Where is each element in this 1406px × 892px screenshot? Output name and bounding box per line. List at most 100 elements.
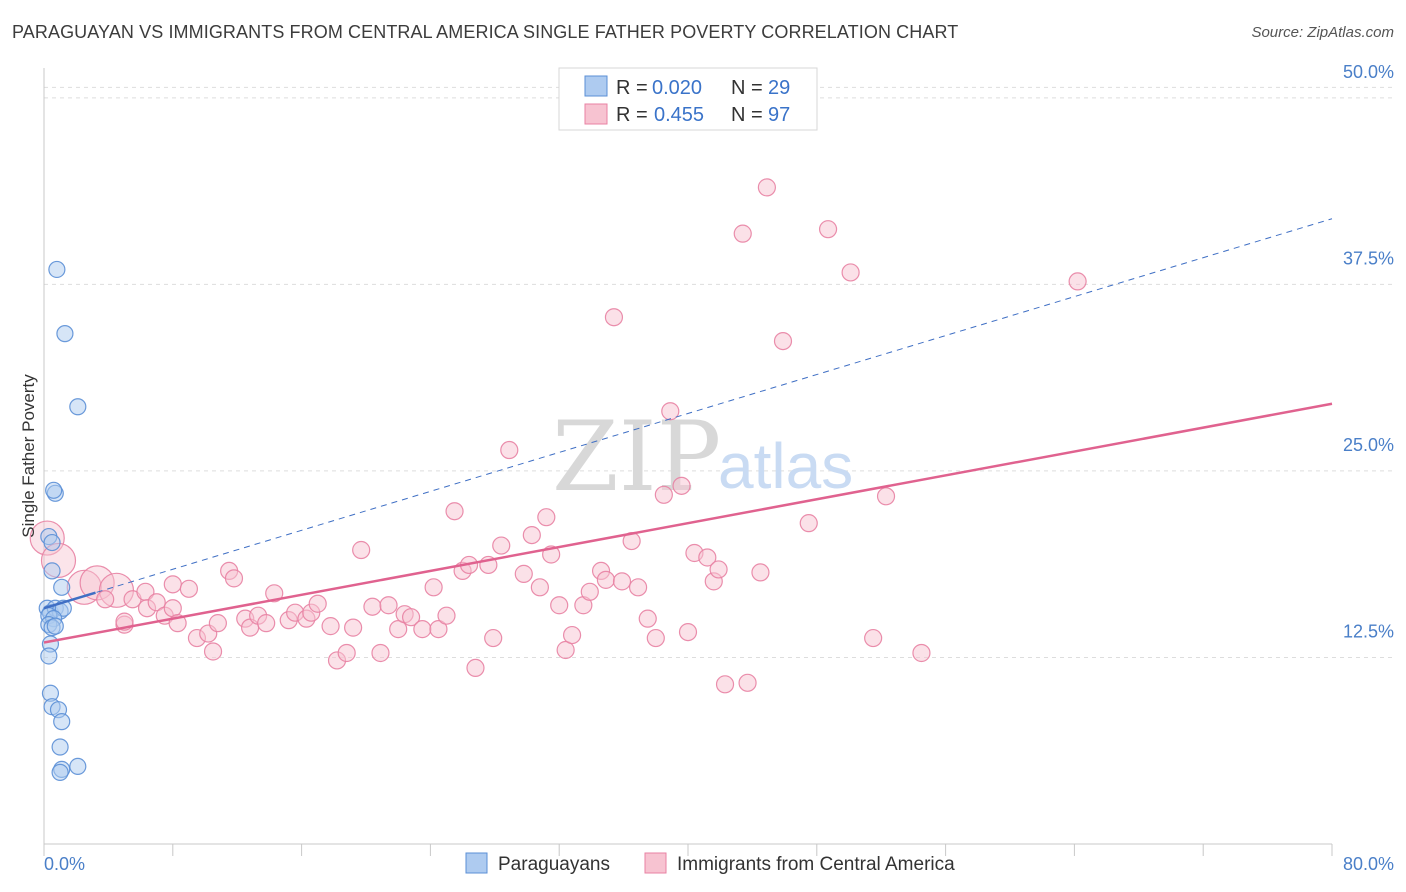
data-point [147,593,166,612]
legend-bottom-label-paraguayans: Paraguayans [498,854,610,875]
trend-line-paraguayans-solid [43,591,96,610]
data-point [698,548,717,567]
data-point [379,596,398,615]
data-point [604,308,624,327]
data-point [53,578,71,596]
data-point [413,620,432,639]
data-point [321,617,340,636]
watermark-zip: ZIP [552,401,721,513]
data-point [522,525,541,545]
chart-title: PARAGUAYAN VS IMMIGRANTS FROM CENTRAL AM… [12,22,959,42]
data-point [308,594,327,613]
x-tick-marks [43,844,1333,856]
data-point [738,673,757,692]
data-point [864,628,883,648]
data-point [424,578,443,597]
data-point [371,643,390,663]
legend-r-value-pink: 0.455 [654,104,704,126]
data-point [709,560,728,579]
data-point [96,590,115,609]
data-point [69,398,87,416]
legend-bottom-swatch-immigrants [644,852,667,874]
trend-line-immigrants [43,402,1333,644]
data-point [429,620,448,639]
data-point [337,643,356,663]
data-point [773,331,793,351]
legend-n-value-blue: 29 [768,77,790,99]
data-point [53,713,71,731]
legend-n-label-blue: N = [731,77,763,99]
data-point [363,597,382,616]
x-tick-label-max: 80.0% [1343,854,1394,874]
data-point [580,582,599,601]
data-point [628,578,648,597]
data-point [56,325,74,343]
data-point [537,508,556,527]
data-point [352,540,371,560]
watermark-atlas: atlas [718,430,853,502]
data-point [672,476,691,495]
series-paraguayans-points [38,260,87,781]
data-point [612,572,632,591]
data-point [596,570,615,589]
data-point [818,220,838,239]
data-point [530,578,549,597]
data-point [265,584,284,603]
y-tick-label: 12.5% [1343,621,1394,641]
data-point [733,224,752,243]
trend-line-paraguayans [43,218,1333,609]
trend-lines [43,218,1333,644]
legend-n-label-pink: N = [731,104,763,126]
legend-bottom-label-immigrants: Immigrants from Central America [677,854,955,875]
data-point [40,647,58,665]
legend-n-value-pink: 97 [768,104,790,126]
y-tick-label: 37.5% [1343,248,1394,268]
data-point [43,562,61,580]
data-point [48,260,66,279]
data-point [492,536,511,555]
data-point [1068,272,1087,291]
data-point [179,579,198,598]
data-point [514,564,533,583]
data-point [51,763,69,781]
legend-r-value-blue: 0.020 [652,77,702,99]
x-tick-label-min: 0.0% [44,854,85,874]
data-point [69,757,87,776]
data-point [678,622,698,642]
legend-r-label-pink: R = [616,104,648,126]
data-point [43,533,61,552]
legend-top: R = 0.020 N = 29 R = 0.455 N = 97 [558,67,818,131]
legend-bottom: Paraguayans Immigrants from Central Amer… [465,852,955,875]
y-tick-labels: 12.5% 25.0% 37.5% 50.0% [1343,62,1394,642]
source-credit: Source: ZipAtlas.com [1251,24,1394,41]
y-axis-label: Single Father Poverty [19,374,38,538]
data-point [203,642,223,661]
legend-r-label-blue: R = [616,77,648,99]
data-point [646,628,665,648]
data-point [163,575,182,594]
data-point [751,563,770,582]
legend-swatch-blue [584,75,608,97]
data-point [484,628,503,648]
data-point [550,596,569,615]
data-point [466,658,485,678]
data-point [654,485,673,504]
legend-bottom-swatch-paraguayans [465,852,488,874]
data-point [401,608,421,627]
data-point [876,487,896,506]
data-point [208,614,227,633]
data-point [799,514,818,533]
data-point [638,609,657,628]
data-point [344,618,363,637]
data-point [445,502,464,521]
y-tick-label: 25.0% [1343,435,1394,455]
data-point [562,625,582,645]
data-point [45,481,63,499]
data-point [715,675,735,694]
data-point [257,614,276,633]
data-point [224,569,244,588]
data-point [46,617,64,635]
data-point [500,440,519,460]
data-point [661,402,680,421]
